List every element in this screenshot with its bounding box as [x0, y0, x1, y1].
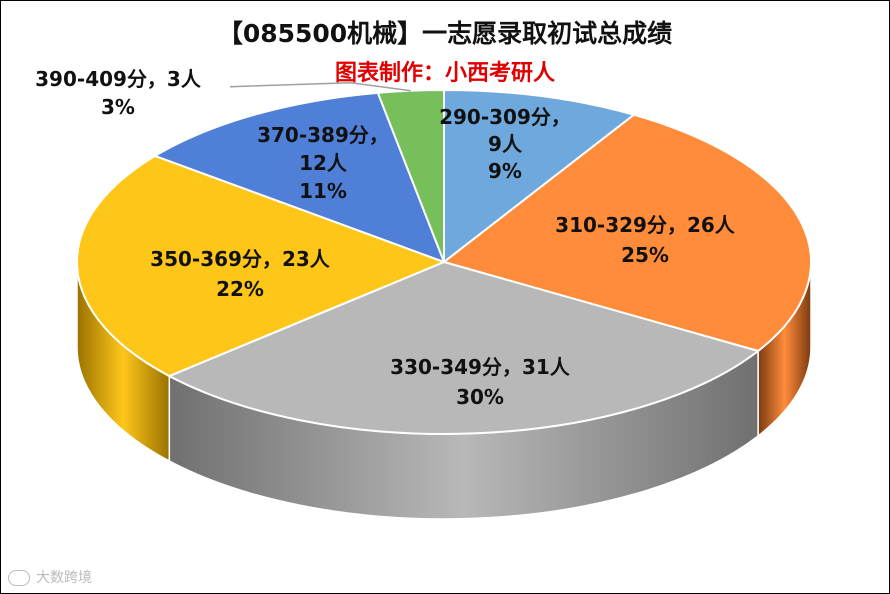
bubble-logo-icon — [8, 570, 30, 586]
slice-label-0-line-2: 9% — [488, 159, 522, 183]
slice-label-3-line-1: 22% — [216, 277, 264, 301]
slice-label-1-line-0: 310-329分，26人 — [555, 213, 736, 237]
slice-label-2-line-1: 30% — [456, 385, 504, 409]
slice-label-1-line-1: 25% — [621, 243, 669, 267]
slice-label-0-line-1: 9人 — [488, 132, 523, 156]
pie-slice-1 — [441, 113, 812, 353]
slice-label-4-line-2: 11% — [299, 179, 347, 203]
pie-slice-4 — [152, 91, 446, 264]
pie-slice-0 — [443, 88, 637, 265]
slice-label-2-line-0: 330-349分，31人 — [390, 355, 571, 379]
watermark-text: 大数跨境 — [36, 570, 92, 586]
slice-label-4-line-0: 370-389分， — [257, 123, 389, 147]
leader-line — [229, 81, 411, 92]
pie-slice-2 — [166, 260, 761, 435]
watermark: 大数跨境 — [8, 567, 92, 587]
chart-subtitle: 图表制作：小西考研人 — [334, 61, 555, 86]
slice-label-5-line-1: 3% — [101, 95, 135, 119]
slice-label-4-line-1: 12人 — [299, 151, 348, 175]
chart-title: 【085500机械】一志愿录取初试总成绩 — [217, 19, 673, 48]
pie-slice-5 — [376, 88, 445, 263]
slice-label-3-line-0: 350-369分，23人 — [150, 247, 331, 271]
slice-label-5-line-0: 390-409分，3人 — [35, 67, 202, 91]
slice-label-0-line-0: 290-309分， — [439, 105, 571, 129]
pie-slice-3 — [76, 154, 447, 378]
